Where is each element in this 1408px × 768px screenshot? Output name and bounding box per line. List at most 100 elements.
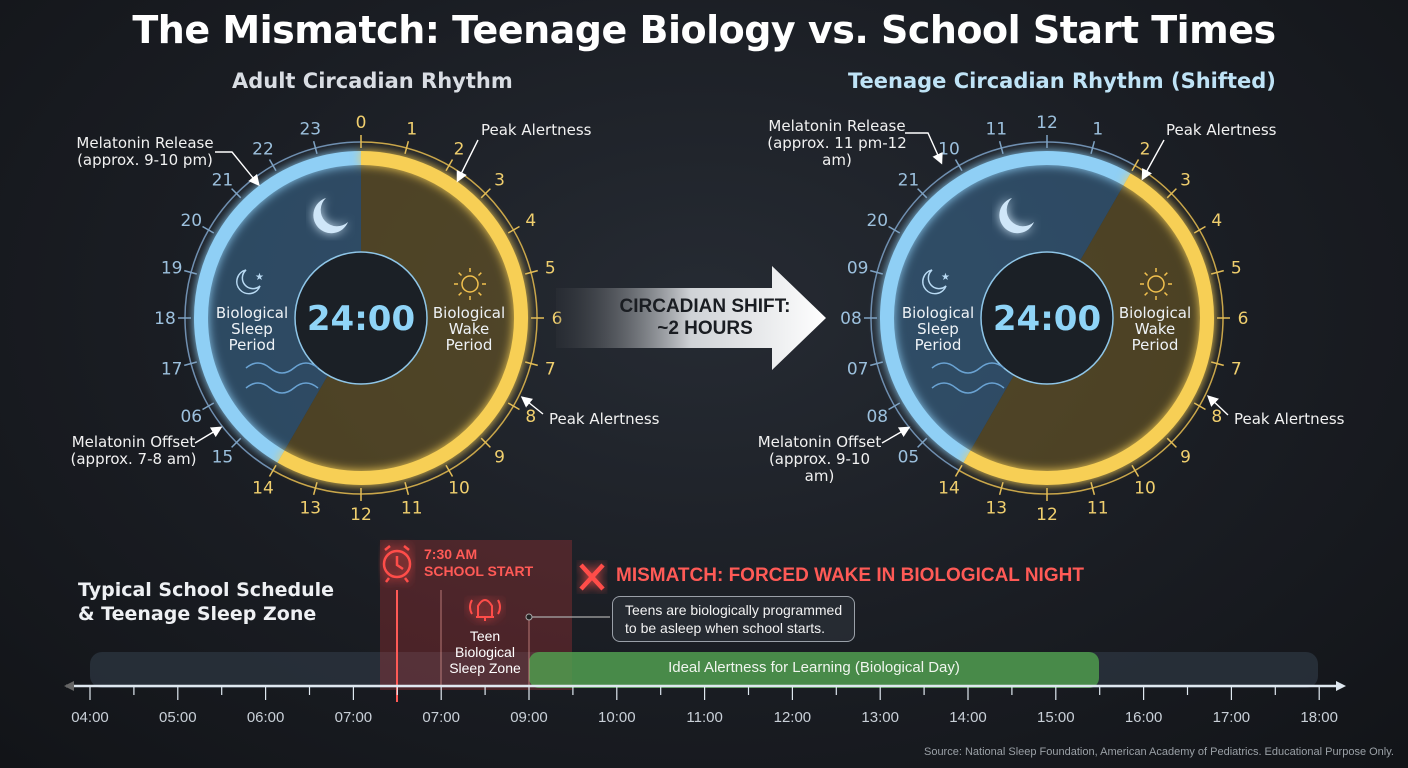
timeline-right-arrow-icon bbox=[1336, 681, 1346, 691]
dial-hour-label: 5 bbox=[1231, 258, 1242, 278]
sleep-period-label: Biological bbox=[216, 304, 288, 322]
teen-peak-alertness-1: Peak Alertness bbox=[1166, 121, 1277, 139]
teen-melatonin-offset: Melatonin Offset (approx. 9-10 am) bbox=[752, 434, 887, 485]
dial-tick bbox=[231, 437, 242, 448]
timeline-label: 05:00 bbox=[159, 709, 197, 726]
page-title: The Mismatch: Teenage Biology vs. School… bbox=[132, 8, 1276, 52]
dial-hour-label: 17 bbox=[161, 360, 183, 380]
dial-hour-label: 13 bbox=[299, 498, 321, 518]
school-start-label: 7:30 AM SCHOOL START bbox=[424, 546, 533, 580]
dial-hour-label: 08 bbox=[866, 407, 888, 427]
timeline-label: 18:00 bbox=[1300, 709, 1338, 726]
dial-hour-label: 7 bbox=[1231, 360, 1242, 380]
dial-hour-label: 18 bbox=[154, 309, 176, 329]
dial-hour-label: 5 bbox=[545, 258, 556, 278]
dial-hour-label: 11 bbox=[1087, 498, 1109, 518]
dial-hour-label: 2 bbox=[1140, 139, 1151, 159]
dial-tick bbox=[268, 159, 277, 172]
dial-hour-label: 09 bbox=[847, 258, 869, 278]
dial-hour-label: 10 bbox=[448, 479, 470, 499]
wave-icon bbox=[931, 362, 1005, 374]
timeline-label: 16:00 bbox=[1124, 709, 1163, 726]
dial-hour-label: 7 bbox=[545, 360, 556, 380]
dial-tick bbox=[184, 269, 197, 275]
adult-peak-alertness-2: Peak Alertness bbox=[549, 410, 660, 428]
source-note: Source: National Sleep Foundation, Ameri… bbox=[923, 746, 1394, 758]
dial-hour-label: 12 bbox=[1036, 113, 1058, 133]
dial-hour-label: 20 bbox=[866, 211, 888, 231]
dial-tick bbox=[404, 141, 410, 154]
sleep-period-label: Sleep bbox=[917, 320, 959, 338]
dial-hour-label: 2 bbox=[454, 139, 465, 159]
teen-circadian-dial: 12 12345678910111213140508070809202110112… bbox=[840, 113, 1248, 525]
label: (approx. 9-10 am) bbox=[768, 450, 871, 485]
dial-tick bbox=[1211, 269, 1224, 275]
dial-hour-label: 4 bbox=[525, 211, 536, 231]
dial-hour-label: 12 bbox=[350, 505, 372, 525]
dial-tick bbox=[507, 225, 520, 234]
alarm-bell-icon bbox=[469, 599, 501, 621]
dial-tick bbox=[1131, 159, 1140, 172]
dial-hour-label: 1 bbox=[1092, 120, 1103, 140]
annotation-arrows bbox=[194, 132, 1229, 444]
sleep-period-label: Biological bbox=[902, 304, 974, 322]
dial-tick bbox=[1193, 402, 1206, 411]
circadian-shift-label: CIRCADIAN SHIFT: ~2 HOURS bbox=[600, 296, 810, 340]
dial-tick bbox=[870, 361, 883, 367]
wave-icon bbox=[245, 362, 319, 374]
label: Melatonin Offset bbox=[757, 433, 882, 451]
dial-tick bbox=[184, 361, 197, 367]
sleep-arc bbox=[194, 151, 362, 463]
dial-hour-label: 14 bbox=[252, 479, 274, 499]
dial-hour-label: 10 bbox=[1134, 479, 1156, 499]
wake-arc bbox=[277, 151, 528, 485]
wake-period-label: Wake bbox=[1135, 320, 1175, 338]
dial-tick bbox=[507, 402, 520, 411]
line: 7:30 AM bbox=[424, 546, 478, 562]
dial-tick bbox=[998, 141, 1004, 154]
dial-hour-label: 0 bbox=[356, 113, 367, 133]
dial-hour-label: 10 bbox=[938, 139, 960, 159]
dial-hour-label: 08 bbox=[840, 309, 862, 329]
dial-hour-label: 3 bbox=[1180, 170, 1191, 190]
wake-period-label: Biological bbox=[433, 304, 505, 322]
dial-tick bbox=[1090, 141, 1096, 154]
wave-icon bbox=[931, 382, 1005, 394]
dial-tick bbox=[202, 402, 215, 411]
label: (approx. 11 pm-12 am) bbox=[767, 134, 907, 169]
sun-icon bbox=[1140, 268, 1172, 300]
sleep-period-label: Sleep bbox=[231, 320, 273, 338]
dial-hour-label: 23 bbox=[299, 120, 321, 140]
dial-hour-label: 21 bbox=[898, 170, 920, 190]
dial-tick bbox=[525, 361, 538, 367]
dial-hour-label: 11 bbox=[985, 120, 1007, 140]
dial-hour-label: 9 bbox=[1180, 448, 1191, 468]
dial-tick bbox=[1166, 437, 1177, 448]
dial-tick bbox=[231, 188, 242, 199]
dial-hour-label: 9 bbox=[494, 448, 505, 468]
timeline-label: 13:00 bbox=[861, 709, 899, 726]
line: Typical School Schedule bbox=[78, 579, 335, 601]
dial-hour-label: 8 bbox=[525, 407, 536, 427]
sun-icon bbox=[454, 268, 486, 300]
timeline-label: 07:00 bbox=[422, 709, 460, 726]
dial-tick bbox=[998, 482, 1004, 495]
line: SCHOOL START bbox=[424, 563, 534, 579]
adult-melatonin-release: Melatonin Release (approx. 9-10 pm) bbox=[70, 135, 220, 169]
teen-melatonin-release: Melatonin Release (approx. 11 pm-12 am) bbox=[752, 118, 922, 169]
sleep-period-label: Period bbox=[229, 336, 276, 354]
sleep-sector bbox=[203, 159, 361, 455]
mismatch-heading: MISMATCH: FORCED WAKE IN BIOLOGICAL NIGH… bbox=[616, 565, 1084, 586]
dial-tick bbox=[870, 269, 883, 275]
dial-hour-label: 20 bbox=[180, 211, 202, 231]
teen-callout-box: Teens are biologically programmed to be a… bbox=[612, 596, 856, 642]
dial-tick bbox=[202, 225, 215, 234]
star-icon: ★ bbox=[941, 272, 950, 283]
teen-dial-title: Teenage Circadian Rhythm (Shifted) bbox=[848, 69, 1276, 93]
dial-tick bbox=[917, 188, 928, 199]
alarm-clock-icon bbox=[382, 545, 412, 583]
dial-hour-label: 3 bbox=[494, 170, 505, 190]
adult-circadian-dial: 0123456789101112131415061718192021222324… bbox=[154, 113, 562, 525]
dial-tick bbox=[1211, 361, 1224, 367]
dial-tick bbox=[1166, 188, 1177, 199]
